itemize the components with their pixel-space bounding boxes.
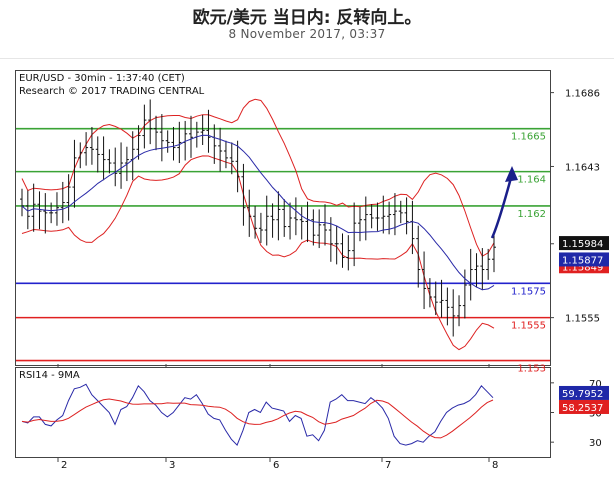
rsi-value-label: 59.7952 bbox=[562, 389, 603, 400]
level-label-0: 1.1665 bbox=[511, 132, 546, 143]
rsi-ma-value-box bbox=[559, 399, 609, 414]
projection-arrow bbox=[490, 166, 518, 239]
price-panel-frame bbox=[15, 70, 551, 366]
x-tick-label-1: 3 bbox=[169, 460, 175, 471]
rsi-ma-line bbox=[21, 398, 494, 439]
rsi-tick-label-0: 70 bbox=[589, 379, 602, 390]
ma-value-box bbox=[559, 252, 609, 267]
price-tick-label-0: 1.1686 bbox=[565, 89, 600, 100]
source-label: Research © 2017 TRADING CENTRAL bbox=[19, 86, 205, 97]
last-price-label: 1.15984 bbox=[562, 239, 603, 250]
level-label-2: 1.162 bbox=[517, 209, 546, 220]
bollinger-lower-line bbox=[21, 155, 495, 351]
chart-title: 欧元/美元 当日内: 反转向上。 bbox=[192, 8, 422, 28]
chart-header: 欧元/美元 当日内: 反转向上。 8 November 2017, 03:37 bbox=[0, 0, 614, 59]
ma-value-label: 1.15877 bbox=[562, 255, 603, 266]
rsi-panel-frame bbox=[15, 367, 551, 458]
band-value-label: 1.15849 bbox=[562, 262, 603, 273]
moving-average-line bbox=[21, 134, 495, 291]
x-tick-label-4: 8 bbox=[492, 460, 498, 471]
rsi-ma-value-label: 58.2537 bbox=[562, 403, 603, 414]
rsi-tick-label-2: 30 bbox=[589, 438, 602, 449]
x-tick-label-3: 7 bbox=[385, 460, 391, 471]
bollinger-upper-line bbox=[21, 98, 495, 257]
level-label-4: 1.1555 bbox=[511, 321, 546, 332]
x-tick-label-2: 6 bbox=[273, 460, 279, 471]
price-tick-label-1: 1.1643 bbox=[565, 162, 600, 173]
rsi-line bbox=[21, 383, 494, 446]
level-label-1: 1.164 bbox=[517, 175, 546, 186]
level-label-3: 1.1575 bbox=[511, 286, 546, 297]
instrument-label: EUR/USD - 30min - 1:37:40 (CET) bbox=[19, 73, 185, 84]
rsi-value-box bbox=[559, 385, 609, 400]
price-tick-label-3: 1.1555 bbox=[565, 314, 600, 325]
level-label-5: 1.153 bbox=[517, 364, 546, 375]
rsi-label: RSI14 - 9MA bbox=[19, 370, 80, 381]
x-tick-label-0: 2 bbox=[61, 460, 67, 471]
rsi-tick-label-1: 50 bbox=[589, 409, 602, 420]
last-price-box bbox=[559, 236, 609, 251]
chart-timestamp: 8 November 2017, 03:37 bbox=[228, 27, 386, 41]
